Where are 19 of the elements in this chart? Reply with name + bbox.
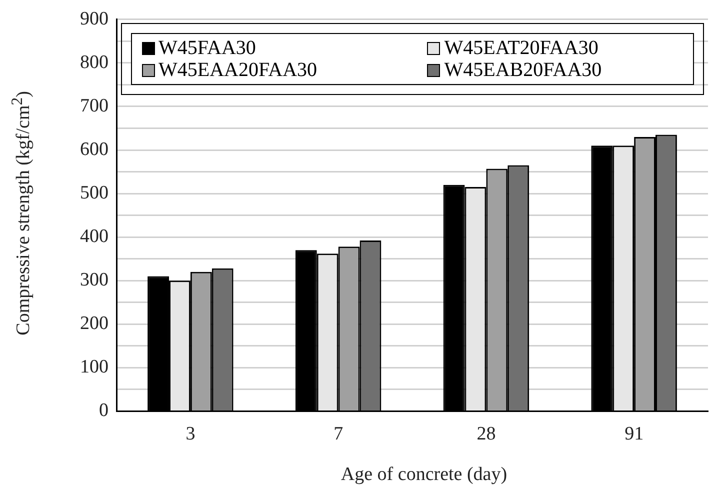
y-tick-label: 0 — [99, 400, 108, 422]
y-tick-label: 500 — [80, 182, 108, 204]
y-tick-label: 300 — [80, 270, 108, 291]
x-tick-label: 28 — [476, 424, 496, 445]
y-tick-label: 800 — [80, 52, 108, 73]
y-tick-label: 100 — [80, 356, 108, 378]
x-tick-label: 91 — [624, 424, 644, 445]
y-tick-label: 700 — [80, 95, 108, 116]
x-tick-label: 3 — [186, 424, 196, 445]
y-tick-label: 600 — [80, 138, 108, 160]
y-tick-label: 900 — [80, 8, 108, 30]
legend-label: W45EAT20FAA30 — [444, 37, 598, 60]
y-tick-label: 200 — [80, 313, 108, 334]
legend-label: W45FAA30 — [158, 37, 256, 60]
legend-label: W45EAB20FAA30 — [444, 59, 602, 82]
x-tick-label: 7 — [334, 424, 344, 445]
x-axis-title: Age of concrete (day) — [340, 464, 508, 486]
legend-label: W45EAA20FAA30 — [158, 59, 318, 82]
y-tick-label: 400 — [80, 226, 108, 248]
